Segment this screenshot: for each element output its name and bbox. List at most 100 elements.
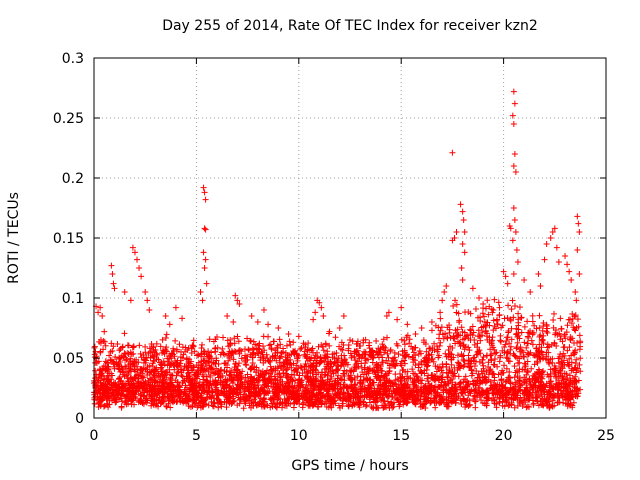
data-point bbox=[133, 363, 140, 370]
data-point bbox=[303, 381, 310, 388]
data-point bbox=[524, 358, 531, 365]
data-point bbox=[324, 376, 331, 383]
data-point bbox=[462, 379, 469, 386]
data-point bbox=[555, 399, 562, 406]
data-point bbox=[313, 371, 320, 378]
data-point bbox=[163, 348, 170, 355]
data-point bbox=[486, 334, 493, 341]
data-point bbox=[236, 400, 243, 407]
data-point bbox=[448, 399, 455, 406]
data-point bbox=[422, 397, 429, 404]
data-point bbox=[138, 373, 145, 380]
data-point bbox=[177, 357, 184, 364]
data-point bbox=[116, 354, 123, 361]
data-point bbox=[485, 311, 492, 318]
data-point bbox=[439, 297, 446, 304]
data-point bbox=[511, 363, 518, 370]
data-point bbox=[351, 348, 358, 355]
data-point bbox=[181, 388, 188, 395]
data-point bbox=[153, 396, 160, 403]
data-point bbox=[255, 350, 262, 357]
data-point bbox=[446, 350, 453, 357]
data-point bbox=[222, 381, 229, 388]
data-point bbox=[377, 382, 384, 389]
data-point bbox=[165, 386, 172, 393]
data-point bbox=[121, 330, 128, 337]
data-point bbox=[571, 351, 578, 358]
data-point bbox=[540, 382, 547, 389]
data-point bbox=[260, 395, 267, 402]
data-point bbox=[425, 390, 432, 397]
data-point bbox=[232, 292, 239, 299]
data-point bbox=[428, 374, 435, 381]
data-point bbox=[278, 381, 285, 388]
data-point bbox=[475, 333, 482, 340]
data-point bbox=[171, 362, 178, 369]
data-point bbox=[558, 325, 565, 332]
data-point bbox=[457, 397, 464, 404]
data-point bbox=[196, 383, 203, 390]
data-point bbox=[383, 313, 390, 319]
data-point bbox=[283, 387, 290, 394]
data-point bbox=[236, 360, 243, 367]
data-point bbox=[498, 370, 505, 377]
data-point bbox=[337, 383, 344, 390]
data-point bbox=[410, 349, 417, 356]
data-point bbox=[349, 338, 356, 345]
data-point bbox=[511, 302, 518, 309]
data-point bbox=[276, 355, 283, 362]
data-point bbox=[552, 380, 559, 387]
data-point bbox=[328, 404, 335, 411]
data-point bbox=[438, 396, 445, 403]
data-point bbox=[524, 351, 531, 358]
data-point bbox=[555, 355, 562, 362]
data-point bbox=[559, 394, 566, 401]
data-point bbox=[458, 389, 465, 396]
data-point bbox=[499, 398, 506, 405]
data-point bbox=[406, 336, 413, 343]
data-point bbox=[313, 378, 320, 385]
data-point bbox=[520, 399, 527, 406]
data-point bbox=[277, 341, 284, 348]
data-point bbox=[453, 301, 460, 308]
data-point bbox=[458, 400, 465, 407]
data-point bbox=[409, 366, 416, 373]
data-point bbox=[351, 386, 358, 393]
data-point bbox=[226, 384, 233, 391]
data-point bbox=[305, 378, 312, 385]
data-point bbox=[232, 349, 239, 356]
data-point bbox=[339, 400, 346, 407]
data-point bbox=[321, 382, 328, 389]
data-point bbox=[419, 377, 426, 384]
data-point bbox=[544, 341, 551, 348]
data-point bbox=[332, 334, 339, 341]
data-point bbox=[510, 121, 517, 127]
data-point bbox=[443, 283, 450, 289]
data-point bbox=[458, 351, 465, 358]
data-point bbox=[462, 398, 469, 405]
data-point bbox=[484, 319, 491, 326]
data-point bbox=[445, 403, 452, 410]
data-point bbox=[468, 358, 475, 365]
data-point bbox=[265, 333, 272, 340]
data-point bbox=[180, 367, 187, 374]
data-point bbox=[370, 379, 377, 386]
data-point bbox=[316, 359, 323, 366]
data-point bbox=[209, 389, 216, 396]
data-point bbox=[226, 375, 233, 382]
data-point bbox=[566, 344, 573, 351]
data-point bbox=[540, 402, 547, 409]
data-point bbox=[561, 361, 568, 368]
data-point bbox=[564, 261, 571, 268]
data-point bbox=[315, 404, 322, 411]
data-point bbox=[379, 395, 386, 402]
data-point bbox=[428, 327, 435, 334]
data-point bbox=[290, 385, 297, 392]
data-point bbox=[318, 377, 325, 384]
data-point bbox=[539, 336, 546, 343]
data-point bbox=[568, 277, 575, 283]
data-point bbox=[133, 384, 140, 391]
data-point bbox=[204, 380, 211, 387]
data-point bbox=[116, 347, 123, 354]
data-point bbox=[478, 397, 485, 404]
